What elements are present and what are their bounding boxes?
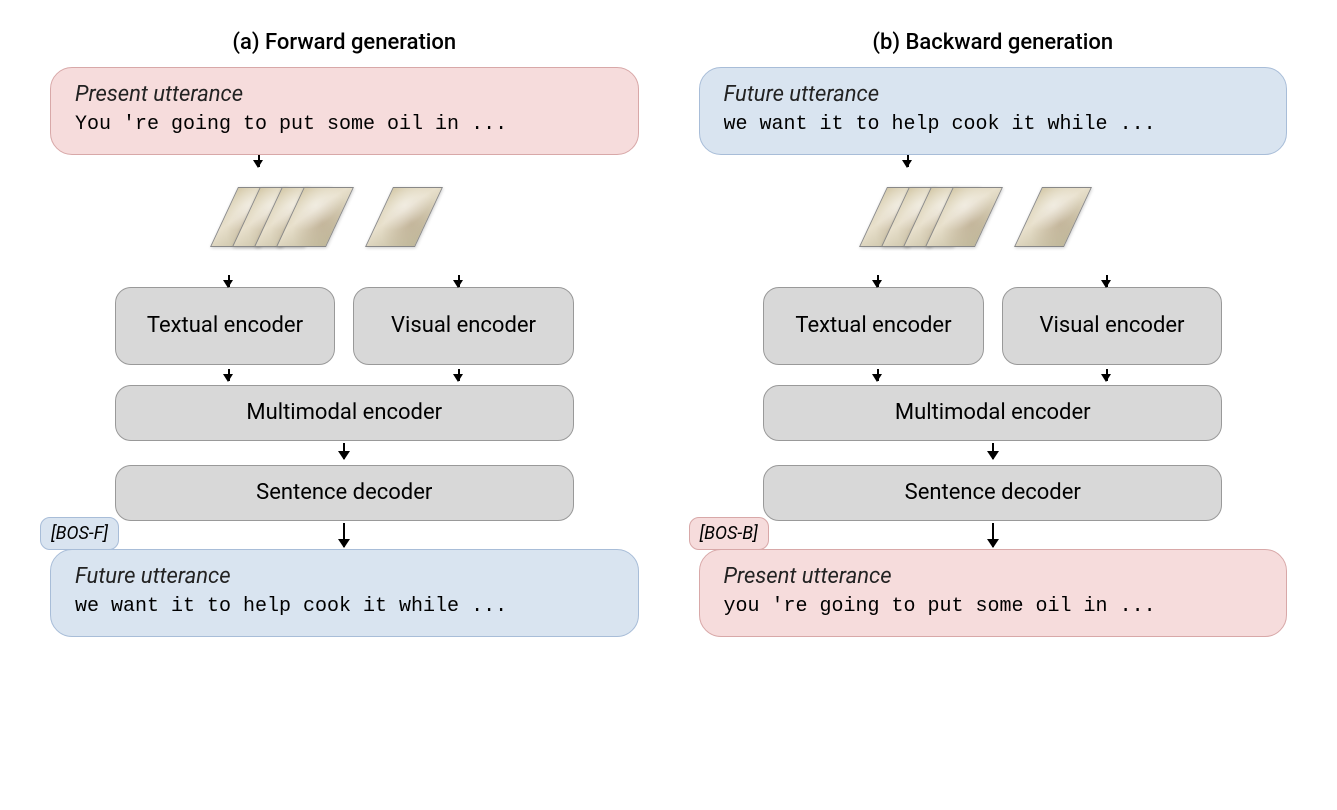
arrow-down-icon xyxy=(458,369,460,381)
arrow-down-icon xyxy=(877,275,879,287)
arrow-down-icon xyxy=(458,275,460,287)
utterance-label: Future utterance xyxy=(724,82,1263,107)
section-title-forward: (a) Forward generation xyxy=(232,30,456,55)
multimodal-encoder-block: Multimodal encoder xyxy=(763,385,1222,441)
visual-encoder-block: Visual encoder xyxy=(1002,287,1223,365)
arrow-down-icon xyxy=(258,155,260,167)
sentence-decoder-block: Sentence decoder xyxy=(763,465,1222,521)
textual-encoder-block: Textual encoder xyxy=(763,287,984,365)
arrow-down-icon xyxy=(228,275,230,287)
encoders-row-right: Textual encoder Visual encoder xyxy=(763,287,1222,365)
arrow-row xyxy=(699,155,1288,167)
utterance-text: you 're going to put some oil in ... xyxy=(724,595,1263,618)
arrow-row xyxy=(115,369,574,381)
future-utterance-box-bottom-left: Future utterance we want it to help cook… xyxy=(50,549,639,637)
arrow-down-icon xyxy=(992,443,994,459)
video-frame-detached xyxy=(1014,187,1092,247)
utterance-label: Future utterance xyxy=(75,564,614,589)
utterance-text: we want it to help cook it while ... xyxy=(724,113,1263,136)
textual-encoder-block: Textual encoder xyxy=(115,287,336,365)
arrow-row xyxy=(763,369,1222,381)
arrow-row xyxy=(50,155,639,167)
present-utterance-box-bottom-right: Present utterance you 're going to put s… xyxy=(699,549,1288,637)
arrow-down-icon xyxy=(228,369,230,381)
section-title-backward: (b) Backward generation xyxy=(872,30,1113,55)
arrow-down-icon xyxy=(343,523,345,547)
video-frames-left xyxy=(224,187,464,257)
present-utterance-box-top-left: Present utterance You 're going to put s… xyxy=(50,67,639,155)
video-frames-right xyxy=(873,187,1113,257)
arrow-down-icon xyxy=(877,369,879,381)
forward-generation-column: (a) Forward generation Present utterance… xyxy=(50,30,639,780)
bos-b-tag: [BOS-B] xyxy=(689,517,769,550)
utterance-text: You 're going to put some oil in ... xyxy=(75,113,614,136)
diagram-container: (a) Forward generation Present utterance… xyxy=(0,0,1337,810)
utterance-label: Present utterance xyxy=(75,82,614,107)
arrow-down-icon xyxy=(907,155,909,167)
arrow-down-icon xyxy=(992,523,994,547)
utterance-label: Present utterance xyxy=(724,564,1263,589)
arrow-down-icon xyxy=(1106,275,1108,287)
backward-generation-column: (b) Backward generation Future utterance… xyxy=(699,30,1288,780)
future-utterance-box-top-right: Future utterance we want it to help cook… xyxy=(699,67,1288,155)
arrow-row xyxy=(115,275,574,287)
arrow-down-icon xyxy=(343,443,345,459)
video-frame-detached xyxy=(365,187,443,247)
multimodal-encoder-block: Multimodal encoder xyxy=(115,385,574,441)
visual-encoder-block: Visual encoder xyxy=(353,287,574,365)
encoders-row-left: Textual encoder Visual encoder xyxy=(115,287,574,365)
utterance-text: we want it to help cook it while ... xyxy=(75,595,614,618)
sentence-decoder-block: Sentence decoder xyxy=(115,465,574,521)
arrow-down-icon xyxy=(1106,369,1108,381)
arrow-row xyxy=(763,275,1222,287)
bos-f-tag: [BOS-F] xyxy=(40,517,119,550)
